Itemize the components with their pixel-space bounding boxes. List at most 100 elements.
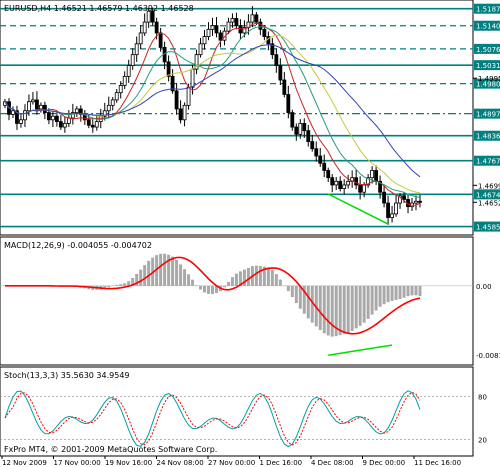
- candle-body: [298, 123, 303, 135]
- candle-body: [206, 28, 211, 37]
- macd-histogram-bar: [302, 285, 306, 314]
- candle-body: [90, 124, 95, 128]
- price-level-tag: [474, 130, 500, 141]
- candle-body: [62, 123, 67, 128]
- candle-body: [11, 110, 15, 115]
- candle-body: [378, 180, 382, 193]
- macd-histogram-bar: [167, 254, 171, 286]
- candle-body: [234, 18, 239, 27]
- macd-histogram-bar: [139, 269, 143, 286]
- candle-body: [282, 79, 287, 95]
- candle-body: [262, 28, 267, 37]
- time-axis-label: 24 Nov 08:00: [157, 459, 204, 467]
- price-level-tag: [474, 221, 500, 232]
- price-panel[interactable]: [0, 0, 474, 236]
- candlestick-series: [3, 6, 422, 225]
- candle-body: [314, 148, 319, 157]
- candle-body: [386, 202, 390, 218]
- price-level-tag: [474, 108, 500, 119]
- macd-histogram-bar: [226, 281, 230, 286]
- candle-body: [306, 130, 311, 142]
- candle-body: [286, 94, 291, 113]
- candle-body: [186, 86, 191, 106]
- macd-histogram-bar: [143, 265, 147, 286]
- macd-axis-labels: 0.00 -0.00818: [476, 283, 500, 360]
- candle-body: [178, 108, 183, 121]
- candle-body: [318, 155, 323, 164]
- macd-histogram-bar: [199, 285, 203, 290]
- macd-histogram-bar: [294, 285, 298, 304]
- time-axis-label: 27 Nov 00:00: [208, 459, 255, 467]
- macd-histogram-bar: [378, 285, 382, 307]
- macd-histogram-bar: [135, 273, 139, 286]
- candle-body: [326, 170, 331, 179]
- price-divergence-line: [327, 193, 389, 225]
- price-level-label: 1.5031: [476, 62, 500, 70]
- candle-body: [402, 195, 406, 200]
- macd-panel[interactable]: [0, 236, 474, 366]
- macd-title: MACD(12,26,9) -0.004055 -0.004702: [4, 241, 152, 250]
- price-level-label: 1.4897: [476, 111, 500, 119]
- time-axis-label: 4 Dec 08:00: [311, 459, 354, 467]
- macd-histogram-bar: [342, 285, 346, 334]
- macd-histogram-bar: [222, 285, 226, 288]
- macd-histogram-bar: [318, 285, 322, 330]
- candle-body: [122, 75, 127, 86]
- price-level-label: 1.4585: [476, 224, 500, 232]
- candle-body: [238, 25, 243, 34]
- macd-histogram-bar: [322, 285, 326, 334]
- macd-histogram-bar: [410, 285, 414, 296]
- macd-histogram-bar: [127, 281, 131, 286]
- price-level-tag: [474, 60, 500, 71]
- candle-body: [346, 180, 351, 186]
- candle-body: [294, 126, 299, 135]
- macd-axis-label: 0.00: [476, 283, 492, 291]
- candle-body: [110, 99, 115, 106]
- stoch-axis-label: 20: [478, 437, 487, 445]
- candle-body: [23, 110, 27, 121]
- divergence-trendlines: [327, 193, 389, 225]
- macd-histogram-bar: [366, 285, 370, 319]
- candle-body: [182, 104, 187, 121]
- macd-histogram-bar: [179, 264, 183, 286]
- stoch-panel[interactable]: [0, 366, 474, 457]
- macd-histogram-bar: [362, 285, 366, 323]
- macd-histogram-bar: [258, 266, 262, 286]
- candle-body: [354, 177, 359, 186]
- macd-histogram-bar: [354, 285, 358, 329]
- macd-histogram-bar: [406, 285, 410, 297]
- price-level-label: 1.5140: [476, 23, 500, 31]
- moving-average-lines: [4, 22, 421, 206]
- candle-body: [230, 18, 235, 23]
- candle-body: [146, 10, 151, 23]
- candle-body: [322, 162, 327, 171]
- candle-body: [414, 200, 418, 204]
- price-level-tag: [474, 78, 500, 89]
- candle-body: [50, 115, 55, 121]
- price-level-label: 1.4767: [476, 158, 500, 166]
- price-level-tag: [474, 43, 500, 54]
- candle-body: [142, 21, 147, 34]
- macd-histogram-bar: [274, 274, 278, 286]
- macd-histogram-bar: [211, 285, 214, 294]
- macd-histogram-bar: [214, 285, 218, 294]
- candle-body: [342, 184, 347, 189]
- macd-histogram-bar: [242, 269, 246, 286]
- macd-histogram-bar: [418, 285, 422, 297]
- candle-body: [254, 14, 259, 23]
- candle-body: [86, 119, 91, 126]
- price-level-label: 1.4836: [476, 133, 500, 141]
- candle-body: [330, 177, 335, 186]
- macd-histogram-bar: [230, 277, 234, 286]
- candle-body: [126, 65, 131, 77]
- candle-body: [134, 43, 139, 56]
- candle-body: [31, 99, 35, 103]
- candle-body: [74, 108, 79, 113]
- macd-histogram-bar: [123, 283, 127, 286]
- macd-histogram-bar: [278, 279, 282, 286]
- candle-body: [46, 112, 51, 121]
- macd-histogram-bar: [270, 270, 274, 286]
- stoch-level-lines: [0, 396, 473, 440]
